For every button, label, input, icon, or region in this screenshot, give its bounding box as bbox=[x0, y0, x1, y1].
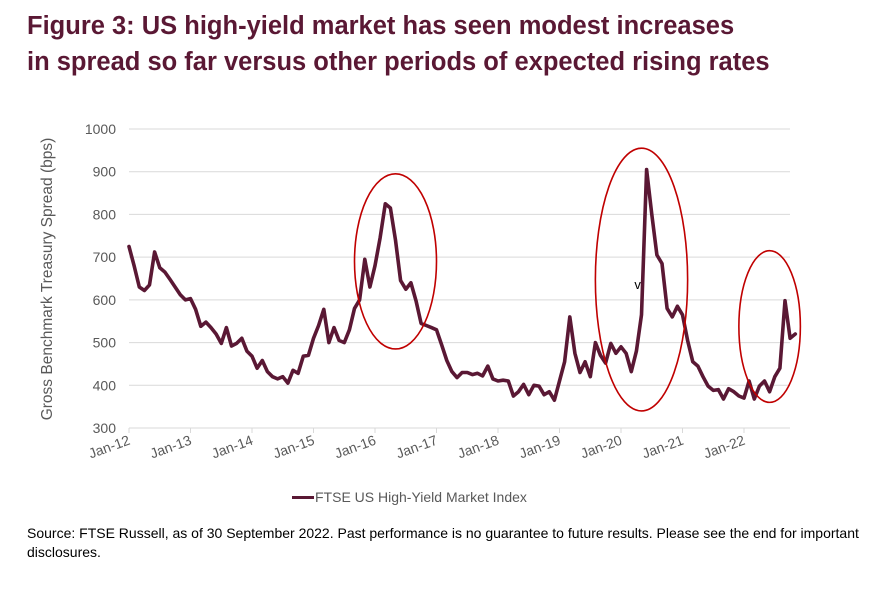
x-tick-label: Jan-14 bbox=[209, 432, 255, 462]
figure-title-line-1: Figure 3: US high-yield market has seen … bbox=[27, 12, 735, 40]
x-tick-label: Jan-19 bbox=[517, 432, 563, 462]
legend-swatch bbox=[292, 495, 314, 499]
y-tick-label: 400 bbox=[93, 377, 117, 393]
highlight-ellipse bbox=[353, 173, 438, 350]
highlight-ellipse bbox=[594, 147, 689, 412]
figure-title-line-2: in spread so far versus other periods of… bbox=[27, 48, 770, 76]
y-tick-label: 300 bbox=[93, 420, 117, 436]
series-group bbox=[127, 167, 798, 403]
legend-label: FTSE US High-Yield Market Index bbox=[315, 489, 527, 505]
x-axis: Jan-12 Jan-13 Jan-14 Jan-15 Jan-16 Jan-17 Jan-… bbox=[86, 427, 790, 462]
x-tick-label: Jan-15 bbox=[271, 432, 317, 462]
figure-title: Figure 3: US high-yield market has seen … bbox=[27, 8, 887, 80]
gridlines bbox=[129, 128, 790, 429]
x-tick-label: Jan-13 bbox=[148, 432, 194, 462]
x-tick-label: Jan-18 bbox=[455, 432, 501, 462]
y-tick-label: 700 bbox=[93, 249, 117, 265]
annotation-text: v bbox=[634, 277, 641, 292]
y-tick-label: 900 bbox=[93, 164, 117, 180]
x-tick-label: Jan-20 bbox=[578, 432, 624, 462]
x-tick-label: Jan-16 bbox=[332, 432, 378, 462]
legend: FTSE US High-Yield Market Index bbox=[292, 489, 527, 505]
x-tick-label: Jan-22 bbox=[701, 432, 747, 462]
y-axis-ticks: 300 400 500 600 700 800 900 1000 bbox=[85, 121, 116, 436]
x-tick-label: Jan-12 bbox=[86, 432, 132, 462]
annotations: v bbox=[353, 147, 802, 412]
y-tick-label: 800 bbox=[93, 206, 117, 222]
x-tick-label: Jan-17 bbox=[394, 432, 440, 462]
y-tick-label: 500 bbox=[93, 335, 117, 351]
highlight-ellipse bbox=[738, 249, 802, 404]
source-note: Source: FTSE Russell, as of 30 September… bbox=[27, 525, 859, 560]
y-tick-label: 1000 bbox=[85, 121, 116, 137]
y-tick-label: 600 bbox=[93, 292, 117, 308]
x-tick-label: Jan-21 bbox=[640, 432, 686, 462]
y-axis-title: Gross Benchmark Treasury Spread (bps) bbox=[39, 138, 56, 421]
series-line bbox=[127, 167, 798, 403]
